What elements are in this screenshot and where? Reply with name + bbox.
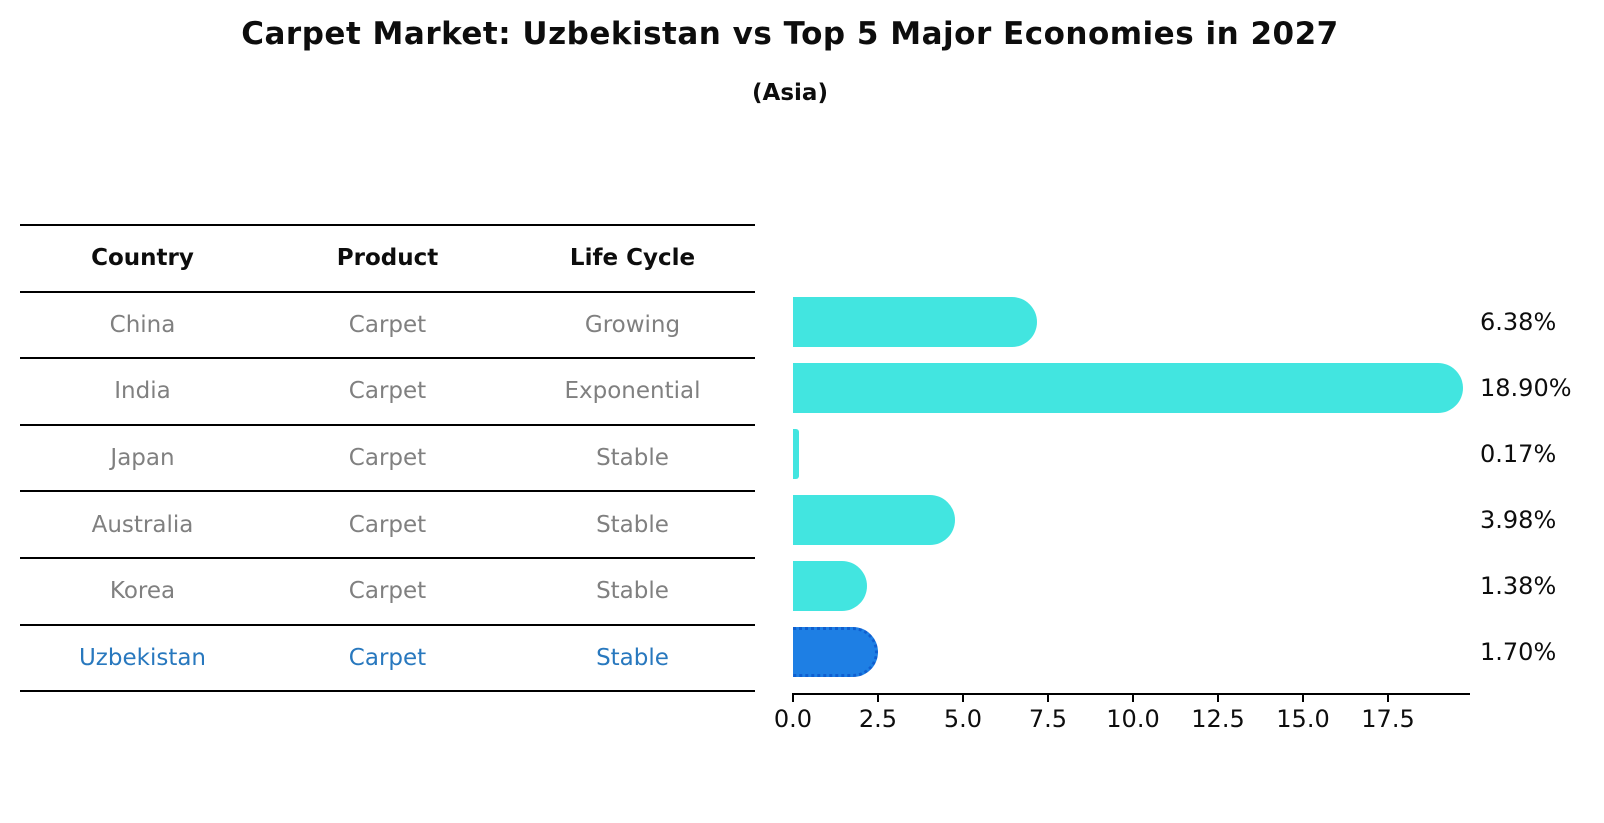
country-table: Country Product Life Cycle China Carpet Gr…	[20, 224, 755, 693]
table-cell-product: Carpet	[348, 378, 427, 405]
table-row-uzbekistan: Uzbekistan Carpet Stable	[20, 626, 755, 693]
table-cell-life-cycle: Stable	[596, 644, 669, 671]
x-tick-label: 0.0	[773, 705, 813, 733]
chart-title: Carpet Market: Uzbekistan vs Top 5 Major…	[241, 16, 1339, 52]
x-tick	[792, 693, 794, 702]
table-cell-life-cycle: Growing	[584, 311, 681, 338]
x-tick-label: 12.5	[1191, 705, 1245, 733]
table-cell-product: Carpet	[348, 511, 427, 538]
bar-china	[793, 297, 1037, 347]
value-label-australia: 3.98%	[1480, 506, 1557, 534]
table-cell-country: Australia	[91, 511, 194, 538]
table-cell-country: India	[114, 378, 171, 405]
x-tick-label: 17.5	[1361, 705, 1415, 733]
table-row-japan: Japan Carpet Stable	[20, 426, 755, 493]
x-tick	[1047, 693, 1049, 702]
table-header-life-cycle: Life Cycle	[569, 245, 696, 272]
table-cell-life-cycle: Stable	[596, 578, 669, 605]
value-label-india: 18.90%	[1480, 374, 1572, 402]
value-label-korea: 1.38%	[1480, 572, 1557, 600]
table-cell-life-cycle: Stable	[596, 445, 669, 472]
table-cell-life-cycle: Stable	[596, 511, 669, 538]
x-tick	[1132, 693, 1134, 702]
table-cell-product: Carpet	[348, 311, 427, 338]
table-header-product: Product	[336, 245, 439, 272]
x-tick-label: 10.0	[1106, 705, 1160, 733]
bar-india	[793, 363, 1463, 413]
table-cell-product: Carpet	[348, 445, 427, 472]
bar-japan	[793, 429, 799, 479]
table-body: China Carpet Growing India Carpet Exponential…	[20, 293, 755, 693]
table-row-australia: Australia Carpet Stable	[20, 492, 755, 559]
table-cell-product: Carpet	[348, 644, 427, 671]
x-tick-label: 2.5	[858, 705, 898, 733]
x-tick	[962, 693, 964, 702]
x-tick	[1217, 693, 1219, 702]
table-header-row: Country Product Life Cycle	[20, 226, 755, 293]
table-row-china: China Carpet Growing	[20, 293, 755, 360]
x-tick-label: 7.5	[1028, 705, 1068, 733]
x-tick	[1302, 693, 1304, 702]
chart-subtitle: (Asia)	[752, 80, 828, 106]
table-cell-product: Carpet	[348, 578, 427, 605]
table-cell-life-cycle: Exponential	[564, 378, 701, 405]
table-cell-country: Uzbekistan	[78, 644, 207, 671]
x-axis-line	[793, 693, 1470, 695]
table-cell-country: China	[109, 311, 176, 338]
x-tick	[877, 693, 879, 702]
x-tick-label: 15.0	[1276, 705, 1330, 733]
bar-korea	[793, 561, 867, 611]
table-row-india: India Carpet Exponential	[20, 359, 755, 426]
table-cell-country: Japan	[110, 445, 175, 472]
table-header-country: Country	[91, 245, 194, 272]
table-row-korea: Korea Carpet Stable	[20, 559, 755, 626]
value-label-uzbekistan: 1.70%	[1480, 638, 1557, 666]
x-tick	[1387, 693, 1389, 702]
value-label-japan: 0.17%	[1480, 440, 1557, 468]
value-label-china: 6.38%	[1480, 308, 1557, 336]
bar-uzbekistan	[793, 627, 878, 677]
table-cell-country: Korea	[109, 578, 176, 605]
bar-australia	[793, 495, 956, 545]
x-tick-label: 5.0	[943, 705, 983, 733]
